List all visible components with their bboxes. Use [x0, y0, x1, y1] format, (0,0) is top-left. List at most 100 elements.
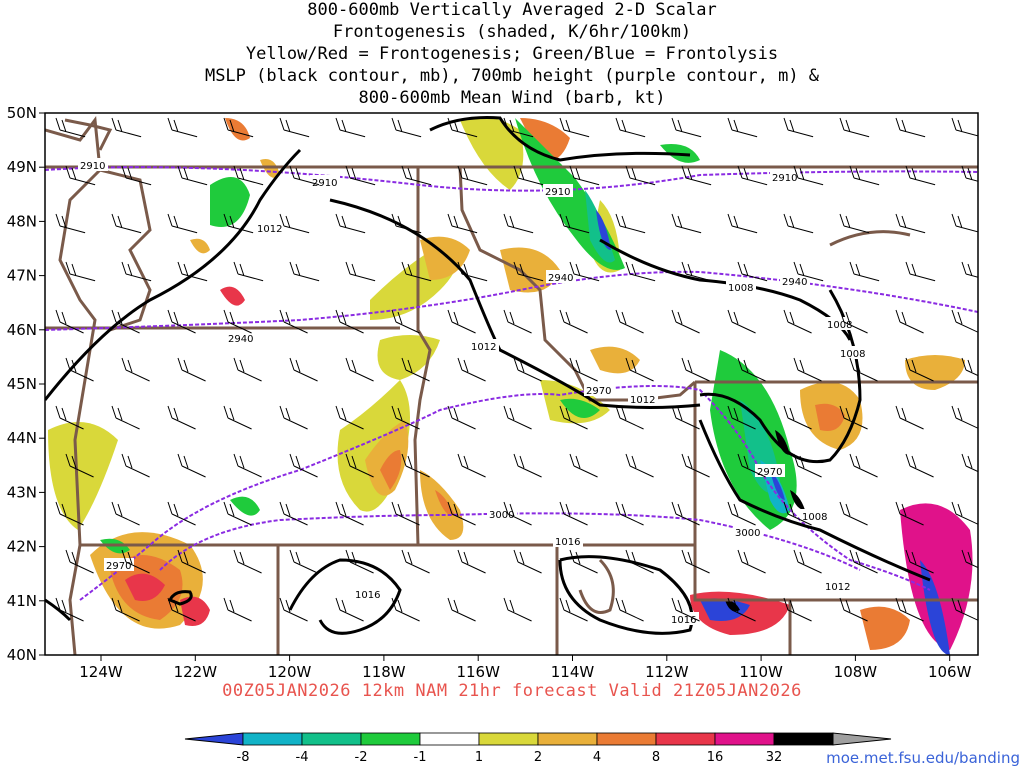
wind-barb: [849, 453, 878, 478]
height-label: 2910: [312, 178, 337, 189]
wind-barb: [345, 261, 376, 282]
wind-barb: [121, 261, 152, 282]
wind-barb: [177, 165, 208, 186]
lat-label: 41N: [7, 592, 37, 610]
fronto-band: [520, 118, 570, 161]
wind-barb: [279, 213, 310, 234]
wind-barb: [121, 165, 152, 186]
lon-label: 122W: [174, 663, 218, 681]
wind-barb: [167, 117, 198, 138]
wind-barb: [233, 453, 262, 478]
wind-barb: [279, 501, 308, 526]
wind-barb: [279, 405, 308, 430]
wind-barb: [457, 165, 488, 186]
wind-barb: [167, 405, 196, 430]
lon-label: 116W: [456, 663, 500, 681]
pressure-contour: [45, 598, 72, 622]
lat-label: 46N: [7, 321, 37, 339]
title-line-1: 800-600mb Vertically Averaged 2-D Scalar: [307, 0, 717, 20]
wind-barb: [513, 453, 542, 478]
wind-barb: [65, 261, 96, 282]
wind-barb: [839, 117, 870, 138]
colorbar-swatch: [537, 732, 598, 746]
wind-barb: [625, 549, 654, 574]
wind-barb: [905, 261, 936, 282]
wind-barb: [961, 261, 978, 278]
wind-barb: [793, 165, 824, 186]
wind-barb: [559, 597, 588, 622]
wind-barb: [783, 213, 814, 234]
lat-label: 49N: [7, 158, 37, 176]
pressure-label: 1008: [840, 349, 865, 360]
colorbar-swatch: [478, 732, 539, 746]
wind-barb: [849, 261, 880, 282]
colorbar-swatch: [301, 732, 362, 746]
fronto-band: [860, 606, 910, 650]
wind-barb: [905, 549, 934, 574]
wind-barb: [335, 309, 364, 334]
wind-barb: [671, 597, 700, 622]
wind-barb: [615, 117, 646, 138]
wind-barb: [681, 549, 710, 574]
colorbar-tick-label: 8: [652, 750, 660, 765]
height-label: 2970: [757, 467, 782, 478]
wind-barb: [839, 405, 868, 430]
fronto-band: [125, 573, 165, 601]
wind-barb: [727, 309, 756, 334]
wind-barb: [391, 213, 422, 234]
lat-label: 44N: [7, 429, 37, 447]
pressure-contour: [599, 238, 852, 341]
pressure-contour: [45, 148, 302, 401]
wind-barb: [233, 165, 264, 186]
wind-barb: [671, 213, 702, 234]
colorbar-right-arrow: [832, 732, 892, 746]
wind-barb: [513, 357, 542, 382]
wind-barb: [793, 261, 824, 282]
lat-label: 43N: [7, 483, 37, 501]
fronto-band: [590, 346, 640, 374]
frontolysis-band: [596, 210, 611, 250]
wind-barb: [559, 213, 590, 234]
wind-barb: [783, 405, 812, 430]
wind-barb: [503, 405, 532, 430]
wind-barb: [513, 261, 544, 282]
wind-barb: [849, 165, 880, 186]
wind-barb: [681, 357, 710, 382]
frontogenesis-max: [725, 600, 740, 612]
wind-barb: [849, 357, 878, 382]
wind-barb: [503, 309, 532, 334]
wind-barb: [559, 309, 588, 334]
wind-barb: [335, 117, 366, 138]
wind-barb: [681, 261, 712, 282]
border-line: [45, 116, 102, 655]
wind-barb: [503, 597, 532, 622]
wind-barb: [905, 453, 934, 478]
frontolysis-band: [770, 470, 785, 500]
wind-barb: [457, 549, 486, 574]
wind-barb: [111, 213, 142, 234]
pressure-contour: [698, 419, 931, 582]
pressure-contour: [558, 555, 694, 635]
wind-barb: [625, 357, 654, 382]
wind-barb: [625, 261, 656, 282]
wind-barb: [177, 261, 208, 282]
wind-barb: [55, 309, 84, 334]
wind-barb: [895, 309, 924, 334]
pressure-label: 1016: [671, 615, 696, 626]
wind-barb: [391, 309, 420, 334]
wind-barb: [335, 501, 364, 526]
fronto-band: [225, 118, 250, 141]
wind-barb: [223, 117, 254, 138]
fronto-band: [500, 247, 560, 293]
lat-label: 48N: [7, 212, 37, 230]
title-line-3: Yellow/Red = Frontogenesis; Green/Blue =…: [245, 44, 779, 64]
colorbar-swatch: [596, 732, 657, 746]
wind-barb: [727, 597, 756, 622]
height-label: 2910: [80, 161, 105, 172]
site-link[interactable]: moe.met.fsu.edu/banding: [826, 749, 1020, 767]
wind-barb: [167, 597, 196, 622]
colorbar-tick-label: -1: [414, 750, 427, 765]
wind-barb: [783, 597, 812, 622]
lat-label: 47N: [7, 267, 37, 285]
wind-barb: [961, 357, 978, 377]
